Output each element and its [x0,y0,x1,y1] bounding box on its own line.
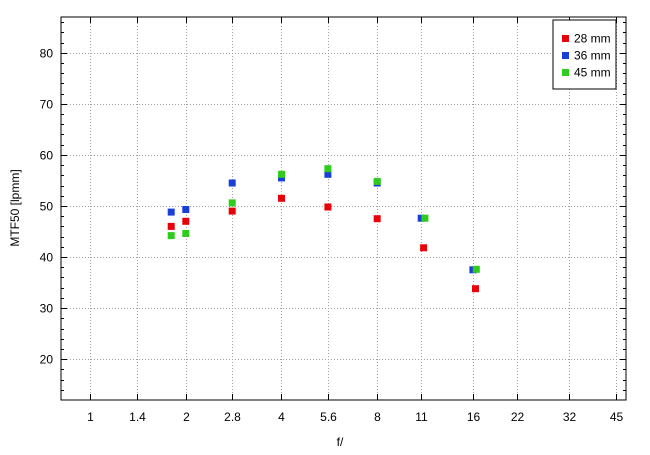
data-point-45-mm [324,165,332,173]
axis-ticks: 20 30 40 50 60 70 80 1 1.4 2 2.8 4 5.6 8 11 16 22 32 45 [40,17,626,424]
x-tick-label: 22 [511,410,525,424]
y-tick-label: 20 [40,353,54,367]
y-tick-label: 40 [40,251,54,265]
y-tick-label: 50 [40,200,54,214]
x-tick-label: 2.8 [224,410,241,424]
data-point-28-mm [182,217,190,225]
x-tick-label: 32 [563,410,577,424]
y-tick-label: 80 [40,47,54,61]
x-axis-title: f/ [337,435,344,449]
y-axis-title: MTF50 [lpmm] [8,169,22,246]
legend-marker [562,69,569,76]
grid [61,17,626,400]
x-tick-label: 11 [415,410,428,424]
legend-label: 36 mm [574,49,611,63]
x-tick-label: 16 [467,410,481,424]
data-point-28-mm [324,203,332,211]
legend-marker [562,52,569,59]
data-point-45-mm [228,199,236,207]
data-point-28-mm [228,207,236,215]
legend-marker [562,35,569,42]
y-tick-label: 70 [40,98,54,112]
x-tick-label: 1 [87,410,94,424]
x-tick-label: 1.4 [129,410,146,424]
data-point-28-mm [278,194,285,202]
data-point-36-mm [417,214,425,222]
data-point-45-mm [421,214,429,222]
data-point-36-mm [278,174,285,182]
y-tick-label: 30 [40,302,54,316]
data-point-36-mm [324,170,332,178]
data-point-36-mm [182,206,190,213]
x-tick-label: 8 [374,410,381,424]
legend-label: 45 mm [574,66,611,80]
data-point-36-mm [167,208,175,216]
data-point-28-mm [167,222,175,230]
x-tick-label: 45 [610,410,624,424]
data-points [167,165,480,293]
data-point-45-mm [373,177,381,185]
x-tick-label: 2 [183,410,190,424]
x-tick-label: 5.6 [320,410,337,424]
data-point-45-mm [472,265,480,273]
data-point-28-mm [373,215,381,223]
data-point-45-mm [167,232,175,240]
data-point-45-mm [182,230,190,237]
data-point-45-mm [278,170,285,178]
data-point-28-mm [472,285,479,293]
data-point-28-mm [420,244,428,252]
legend: 28 mm 36 mm 45 mm [552,19,617,90]
x-tick-label: 4 [278,410,285,424]
legend-label: 28 mm [574,32,611,46]
y-tick-label: 60 [40,149,54,163]
plot-area-frame [60,16,627,401]
data-point-36-mm [228,179,236,187]
